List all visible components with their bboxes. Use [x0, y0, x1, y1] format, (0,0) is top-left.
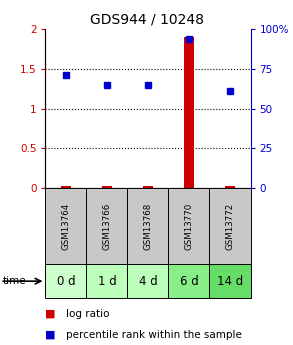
- Text: percentile rank within the sample: percentile rank within the sample: [66, 330, 242, 339]
- Text: ■: ■: [45, 309, 56, 319]
- Text: log ratio: log ratio: [66, 309, 109, 319]
- Bar: [86, 264, 127, 298]
- Bar: [127, 188, 168, 264]
- Text: GSM13768: GSM13768: [144, 203, 152, 249]
- Text: GSM13772: GSM13772: [226, 203, 234, 249]
- Text: ■: ■: [45, 330, 56, 339]
- Text: GSM13770: GSM13770: [185, 203, 193, 249]
- Text: GSM13766: GSM13766: [103, 203, 111, 249]
- Bar: [225, 186, 235, 188]
- Bar: [209, 264, 251, 298]
- Bar: [168, 264, 209, 298]
- Text: time: time: [3, 276, 27, 286]
- Text: GDS944 / 10248: GDS944 / 10248: [89, 12, 204, 26]
- Bar: [86, 188, 127, 264]
- Text: 0 d: 0 d: [57, 275, 75, 288]
- Bar: [61, 186, 71, 188]
- Bar: [45, 264, 86, 298]
- Text: 1 d: 1 d: [98, 275, 116, 288]
- Bar: [168, 188, 209, 264]
- Text: 4 d: 4 d: [139, 275, 157, 288]
- Text: 6 d: 6 d: [180, 275, 198, 288]
- Bar: [209, 188, 251, 264]
- Text: 14 d: 14 d: [217, 275, 243, 288]
- Bar: [184, 37, 194, 188]
- Bar: [127, 264, 168, 298]
- Text: GSM13764: GSM13764: [62, 203, 70, 249]
- Bar: [45, 188, 86, 264]
- Bar: [102, 186, 112, 188]
- Bar: [143, 186, 153, 188]
